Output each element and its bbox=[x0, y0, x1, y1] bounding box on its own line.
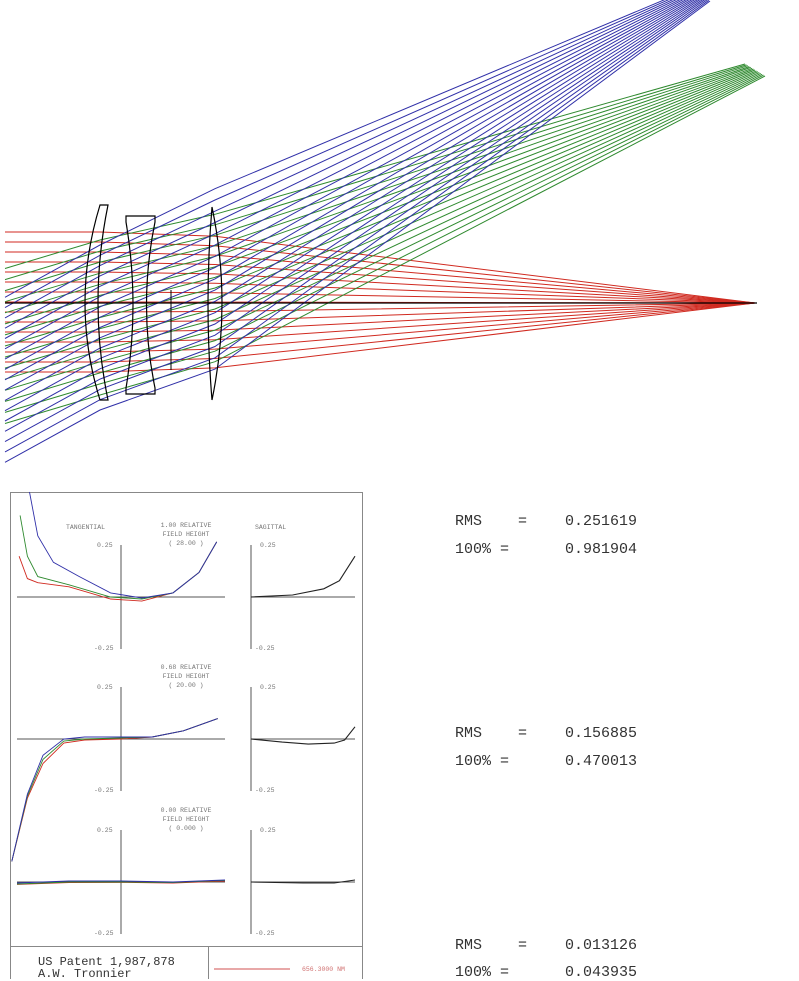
rms-value: 0.156885 bbox=[565, 725, 638, 742]
ray bbox=[4, 0, 711, 463]
tangential-curve-short bbox=[29, 491, 218, 599]
hundred-row-3: 100% = 0.043935 bbox=[455, 964, 637, 981]
scale-label: 0.25 bbox=[260, 684, 276, 691]
tangential-curve-short bbox=[11, 718, 218, 862]
tangential-curve-mid bbox=[11, 718, 218, 862]
ray bbox=[5, 302, 756, 373]
sagittal-curve bbox=[250, 879, 356, 884]
rms-label: RMS = bbox=[455, 937, 528, 954]
ray bbox=[5, 302, 756, 363]
ray bbox=[5, 241, 756, 304]
hundred-row-2: 100% = 0.470013 bbox=[455, 753, 637, 770]
hundred-value: 0.981904 bbox=[565, 541, 638, 558]
ray bbox=[5, 302, 756, 353]
sagittal-curve bbox=[250, 555, 356, 598]
tangential-curve-mid bbox=[16, 879, 226, 885]
ray bbox=[4, 0, 684, 350]
rms-row-3: RMS = 0.013126 bbox=[455, 937, 637, 954]
rms-value: 0.251619 bbox=[565, 513, 638, 530]
fan-plot-frame bbox=[10, 492, 363, 979]
ray bbox=[4, 0, 703, 422]
ray bbox=[4, 0, 708, 443]
hundred-value: 0.043935 bbox=[565, 964, 638, 981]
ray bbox=[5, 231, 756, 304]
lens-layout-diagram bbox=[4, 0, 766, 463]
ray bbox=[4, 0, 701, 412]
rms-row-1: RMS = 0.251619 bbox=[455, 513, 637, 530]
rms-value: 0.013126 bbox=[565, 937, 638, 954]
scale-label: -0.25 bbox=[94, 645, 114, 652]
ray bbox=[5, 302, 756, 323]
field-height-label: ( 28.00 ) bbox=[168, 540, 203, 547]
patent-number: US Patent 1,987,878 bbox=[38, 955, 175, 969]
ray bbox=[5, 251, 756, 304]
sagittal-curve bbox=[250, 726, 356, 745]
tangential-curve-long bbox=[11, 718, 218, 862]
legend-wavelength-656: 656.3000 NM bbox=[302, 966, 345, 973]
scale-label: 0.25 bbox=[97, 827, 113, 834]
scale-label: 0.25 bbox=[97, 684, 113, 691]
ray bbox=[4, 0, 677, 329]
ray bbox=[4, 66, 750, 303]
ray bbox=[4, 0, 687, 360]
sagittal-label: SAGITTAL bbox=[255, 524, 286, 531]
ray bbox=[4, 0, 690, 370]
scale-label: -0.25 bbox=[94, 787, 114, 794]
lens-element-2 bbox=[125, 215, 156, 395]
field-height-label: FIELD HEIGHT bbox=[163, 531, 210, 538]
scale-label: 0.25 bbox=[97, 542, 113, 549]
rms-label: RMS = bbox=[455, 725, 528, 742]
lens-element-1 bbox=[84, 204, 109, 401]
hundred-value: 0.470013 bbox=[565, 753, 638, 770]
ray bbox=[4, 0, 698, 401]
ray bbox=[5, 261, 756, 304]
scale-label: 0.25 bbox=[260, 542, 276, 549]
ray bbox=[4, 0, 710, 453]
scale-label: -0.25 bbox=[255, 930, 275, 937]
fan-row-2: 0.25 -0.25 0.25 -0.25 0.68 RELATIVE FIELD HEI… bbox=[11, 664, 356, 862]
field-height-label: 0.68 RELATIVE bbox=[161, 664, 212, 671]
fan-row-1: 0.25 -0.25 0.25 -0.25 1.00 RELATIVE FIELD HEI… bbox=[17, 491, 356, 652]
field-height-label: 1.00 RELATIVE bbox=[161, 522, 212, 529]
ray bbox=[4, 0, 706, 432]
scale-label: -0.25 bbox=[255, 787, 275, 794]
scale-label: -0.25 bbox=[255, 645, 275, 652]
field-height-label: FIELD HEIGHT bbox=[163, 673, 210, 680]
tangential-curve-long bbox=[18, 541, 218, 602]
ray bbox=[4, 0, 670, 309]
fan-row-3: 0.25 -0.25 0.25 -0.25 0.00 RELATIVE FIELD HEI… bbox=[16, 807, 356, 937]
field-height-label: 0.00 RELATIVE bbox=[161, 807, 212, 814]
hundred-label: 100% = bbox=[455, 541, 510, 558]
scale-label: 0.25 bbox=[260, 827, 276, 834]
ray bbox=[4, 0, 674, 319]
ray bbox=[4, 0, 696, 391]
rms-row-2: RMS = 0.156885 bbox=[455, 725, 637, 742]
ray-bundles bbox=[4, 0, 766, 463]
patent-author: A.W. Tronnier bbox=[38, 967, 132, 981]
rms-label: RMS = bbox=[455, 513, 528, 530]
field-height-label: ( 0.000 ) bbox=[168, 825, 203, 832]
tangential-curve-short bbox=[16, 879, 226, 884]
hundred-label: 100% = bbox=[455, 964, 510, 981]
hundred-label: 100% = bbox=[455, 753, 510, 770]
hundred-row-1: 100% = 0.981904 bbox=[455, 541, 637, 558]
lens-element-3 bbox=[207, 206, 223, 401]
tangential-label: TANGENTIAL bbox=[66, 524, 105, 531]
ray bbox=[4, 0, 666, 298]
ray bbox=[5, 271, 756, 304]
field-height-label: FIELD HEIGHT bbox=[163, 816, 210, 823]
scale-label: -0.25 bbox=[94, 930, 114, 937]
field-height-label: ( 20.00 ) bbox=[168, 682, 203, 689]
ray bbox=[5, 302, 756, 343]
ray bbox=[4, 0, 681, 339]
